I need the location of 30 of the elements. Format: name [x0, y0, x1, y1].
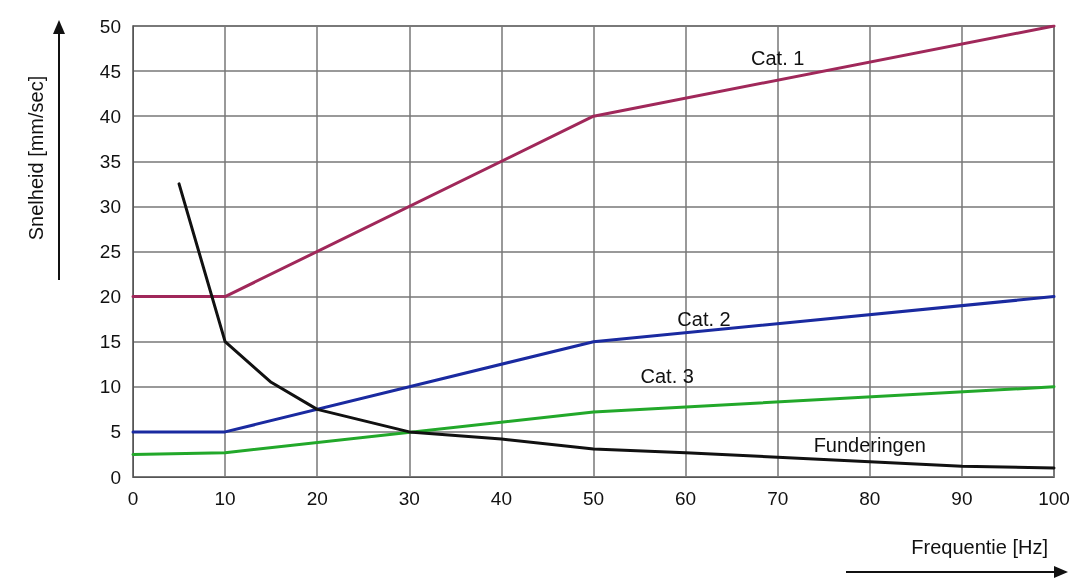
y-axis-title: Snelheid [mm/sec]: [25, 75, 47, 241]
x-tick-label: 100: [1038, 488, 1070, 509]
y-tick-label: 45: [99, 60, 121, 82]
x-tick-label: 30: [398, 488, 420, 509]
line-series: [131, 385, 1056, 456]
y-tick-label: 35: [99, 150, 121, 172]
x-tick-label: 40: [490, 488, 512, 509]
series-label: Funderingen: [813, 434, 926, 457]
y-tick-label: 40: [99, 105, 121, 127]
series-label: Cat. 2: [677, 308, 731, 331]
x-tick-label: 80: [859, 488, 881, 509]
series-label: Cat. 1: [751, 46, 805, 69]
x-tick-label: 20: [306, 488, 328, 509]
x-tick-label: 10: [214, 488, 236, 509]
y-tick-label: 50: [99, 15, 121, 37]
y-tick-label: 0: [110, 466, 121, 488]
x-tick-label: 50: [582, 488, 605, 509]
y-tick-label: 20: [99, 286, 121, 308]
x-tick-label: 0: [127, 488, 139, 509]
x-axis-title: Frequentie [Hz]: [911, 536, 1049, 558]
y-tick-label: 25: [99, 241, 121, 262]
y-tick-label: 5: [110, 421, 121, 443]
y-tick-label: 30: [99, 195, 121, 217]
x-tick-label: 60: [675, 488, 697, 509]
x-tick-label: 70: [767, 488, 789, 509]
y-tick-label: 15: [99, 331, 121, 353]
x-tick-label: 90: [951, 488, 973, 509]
line-series: [177, 182, 1056, 470]
y-tick-label: 10: [99, 376, 121, 398]
series-label: Cat. 3: [640, 364, 694, 387]
